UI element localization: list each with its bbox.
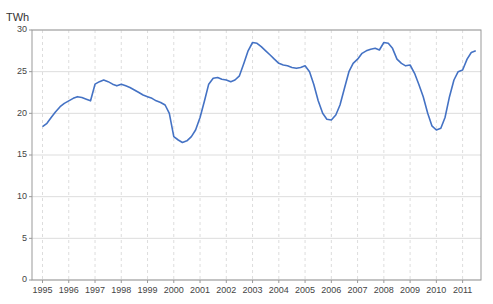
- x-tick: [410, 280, 411, 283]
- x-grid-line: [436, 30, 437, 280]
- x-tick-label: 2007: [348, 285, 368, 295]
- x-tick: [252, 280, 253, 283]
- x-tick: [173, 280, 174, 283]
- x-grid-line: [252, 30, 253, 280]
- y-tick: [29, 238, 32, 239]
- x-tick-label: 1995: [32, 285, 52, 295]
- x-tick-label: 1999: [138, 285, 158, 295]
- y-axis-label: TWh: [6, 11, 29, 23]
- x-grid-line: [357, 30, 358, 280]
- x-grid-line: [410, 30, 411, 280]
- x-grid-line: [226, 30, 227, 280]
- x-tick-label: 2002: [216, 285, 236, 295]
- x-tick-label: 1996: [59, 285, 79, 295]
- y-tick-label: 20: [17, 108, 27, 118]
- y-grid-line: [32, 196, 481, 197]
- x-tick: [305, 280, 306, 283]
- x-tick: [357, 280, 358, 283]
- x-tick-label: 2001: [190, 285, 210, 295]
- x-tick: [121, 280, 122, 283]
- y-tick-label: 25: [17, 66, 27, 76]
- y-grid-line: [32, 113, 481, 114]
- x-grid-line: [68, 30, 69, 280]
- y-grid-line: [32, 238, 481, 239]
- y-tick: [29, 280, 32, 281]
- x-grid-line: [383, 30, 384, 280]
- y-tick-label: 30: [17, 24, 27, 34]
- x-grid-line: [147, 30, 148, 280]
- x-tick: [95, 280, 96, 283]
- y-tick: [29, 155, 32, 156]
- y-tick: [29, 196, 32, 197]
- x-tick: [462, 280, 463, 283]
- x-tick: [42, 280, 43, 283]
- x-tick: [383, 280, 384, 283]
- y-tick: [29, 30, 32, 31]
- x-tick: [147, 280, 148, 283]
- y-grid-line: [32, 155, 481, 156]
- axes: 0 5 10 15 20 25 30 1995 1996 1997 1998 1999 2000 2001…: [17, 24, 481, 295]
- y-tick-label: 10: [17, 191, 27, 201]
- y-tick-label: 15: [17, 149, 27, 159]
- y-tick: [29, 113, 32, 114]
- x-grid-line: [42, 30, 43, 280]
- x-tick-label: 2006: [321, 285, 341, 295]
- x-grid-line: [278, 30, 279, 280]
- x-tick-label: 2009: [400, 285, 420, 295]
- line: [43, 43, 476, 143]
- x-tick-label: 1997: [85, 285, 105, 295]
- plot-frame: [32, 30, 481, 280]
- chart: 0 5 10 15 20 25 30 1995 1996 1997 1998 1999 2000 2001…: [0, 0, 493, 304]
- x-tick-label: 2003: [243, 285, 263, 295]
- x-tick: [278, 280, 279, 283]
- x-tick-label: 2008: [374, 285, 394, 295]
- series: [43, 43, 476, 143]
- x-tick-label: 2005: [295, 285, 315, 295]
- x-tick-label: 2011: [453, 285, 472, 295]
- y-tick-label: 5: [22, 233, 27, 243]
- x-tick-label: 1998: [111, 285, 131, 295]
- x-grid-line: [121, 30, 122, 280]
- grid: [32, 30, 481, 280]
- x-tick: [68, 280, 69, 283]
- x-tick-label: 2000: [164, 285, 184, 295]
- y-tick: [29, 71, 32, 72]
- x-grid-line: [331, 30, 332, 280]
- x-grid-line: [200, 30, 201, 280]
- x-tick: [436, 280, 437, 283]
- x-tick-label: 2010: [426, 285, 446, 295]
- page: {"chart_data": {"type": "line", "ylabel"…: [0, 0, 493, 304]
- x-grid-line: [95, 30, 96, 280]
- x-tick: [226, 280, 227, 283]
- x-tick: [200, 280, 201, 283]
- x-tick: [331, 280, 332, 283]
- x-grid-line: [173, 30, 174, 280]
- x-tick-label: 2004: [269, 285, 289, 295]
- y-tick-label: 0: [22, 274, 27, 284]
